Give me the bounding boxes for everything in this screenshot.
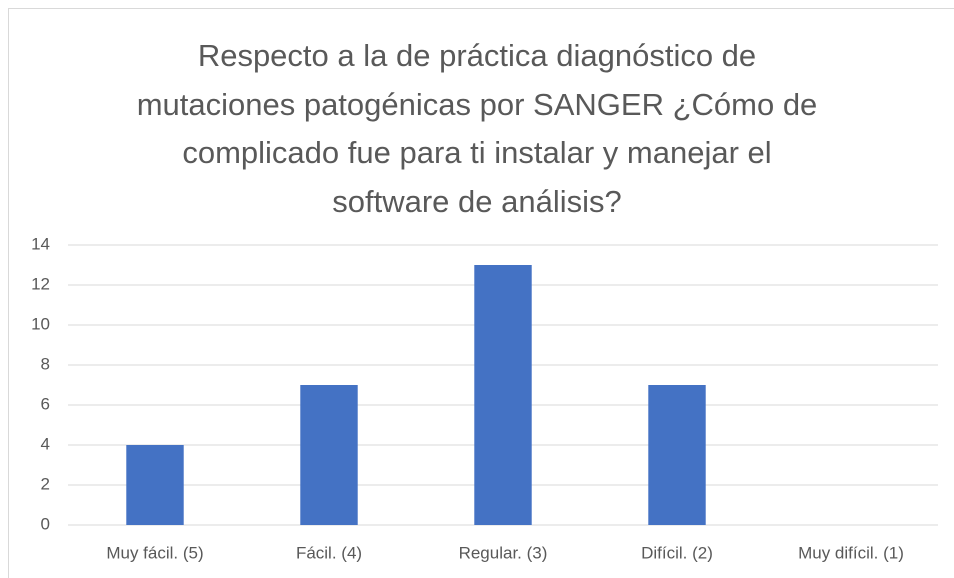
x-tick-label: Muy difícil. (1) (798, 543, 904, 562)
y-tick-label: 14 (31, 234, 50, 253)
bar (126, 445, 184, 525)
y-tick-label: 0 (41, 514, 50, 533)
bar (648, 385, 706, 525)
y-tick-label: 2 (41, 474, 50, 493)
y-tick-label: 10 (31, 314, 50, 333)
x-tick-label: Fácil. (4) (296, 543, 362, 562)
y-tick-label: 4 (41, 434, 50, 453)
x-tick-label: Muy fácil. (5) (106, 543, 203, 562)
x-tick-label: Difícil. (2) (641, 543, 713, 562)
y-tick-label: 8 (41, 354, 50, 373)
x-tick-label: Regular. (3) (459, 543, 548, 562)
chart-title: Respecto a la de práctica diagnóstico de… (136, 38, 818, 219)
bar (474, 265, 532, 525)
y-tick-label: 12 (31, 274, 50, 293)
chart-border (8, 8, 954, 578)
bar (300, 385, 358, 525)
y-tick-label: 6 (41, 394, 50, 413)
